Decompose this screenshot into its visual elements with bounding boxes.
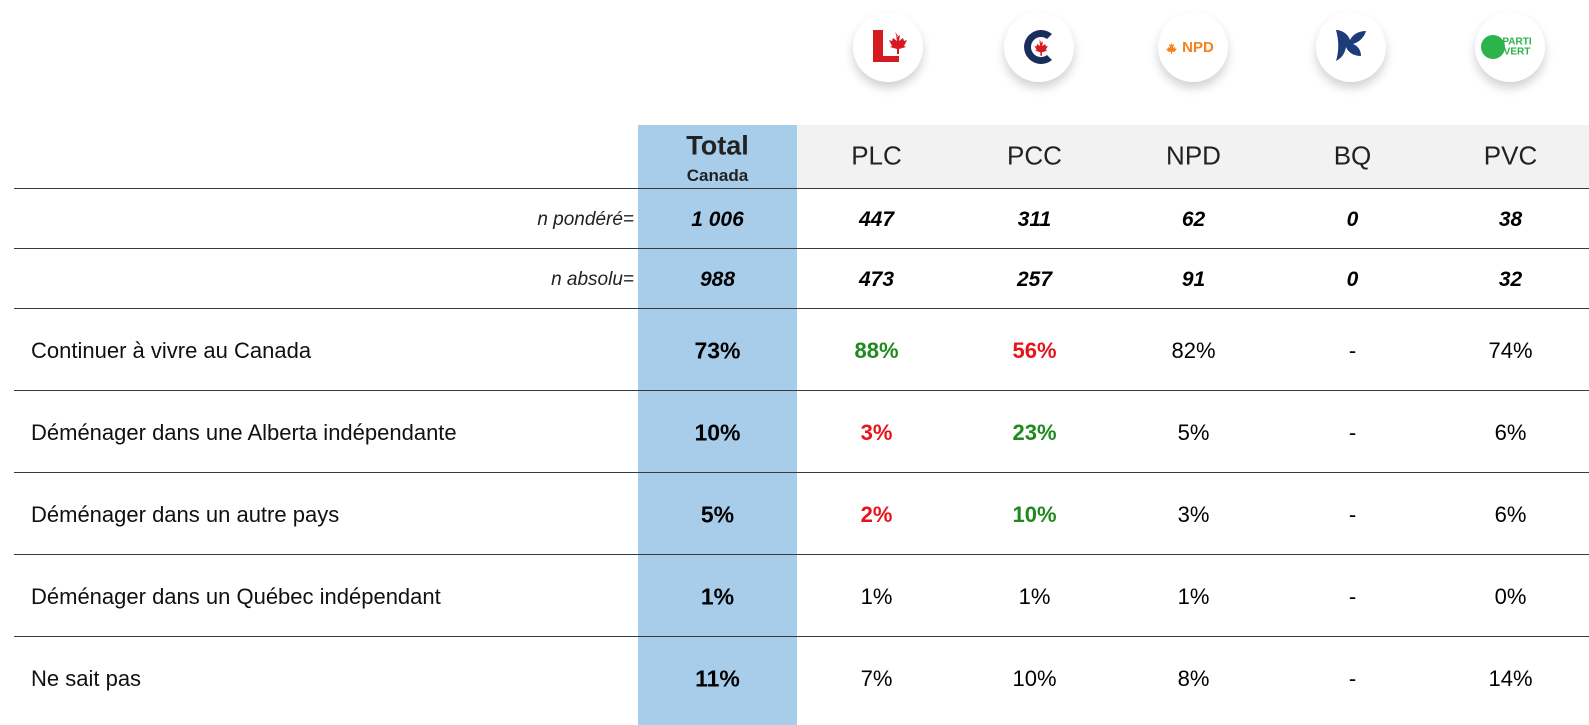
count-cell: 0 — [1346, 268, 1359, 291]
row-cell: 1% — [860, 584, 893, 609]
count-total: 1 006 — [691, 208, 744, 231]
row-cell: - — [1348, 584, 1357, 609]
row-divider — [14, 472, 1589, 473]
party-header: BQ — [1333, 140, 1372, 171]
pvc-logo-text: VERT — [1504, 47, 1531, 58]
row-cell: 88% — [854, 338, 899, 363]
row-cell: 10% — [1012, 666, 1057, 691]
row-cell: 3% — [1177, 502, 1210, 527]
total-subheader: Canada — [686, 166, 749, 185]
pvc-logo-text: PARTI — [1502, 37, 1531, 48]
logo-bq — [1316, 12, 1386, 82]
row-total: 11% — [695, 665, 740, 692]
row-cell: 23% — [1012, 420, 1057, 445]
row-cell: - — [1348, 666, 1357, 691]
count-cell: 473 — [858, 268, 895, 291]
count-total: 988 — [699, 268, 736, 291]
logo-pvc: PARTI VERT — [1475, 12, 1545, 82]
row-label: Déménager dans une Alberta indépendante — [31, 420, 457, 445]
party-header: PCC — [1007, 140, 1062, 171]
count-cell: 62 — [1181, 208, 1206, 231]
row-cell: - — [1348, 420, 1357, 445]
total-column-bg — [638, 125, 797, 725]
row-cell: 74% — [1488, 338, 1533, 363]
row-cell: 8% — [1177, 666, 1210, 691]
party-header: PVC — [1483, 140, 1538, 171]
row-divider — [14, 308, 1589, 309]
count-label: n absolu= — [551, 269, 634, 290]
row-total: 1% — [700, 583, 735, 610]
row-cell: 7% — [860, 666, 893, 691]
row-cell: 1% — [1177, 584, 1210, 609]
count-cell: 91 — [1181, 268, 1206, 291]
row-total: 73% — [694, 337, 741, 364]
row-cell: 5% — [1177, 420, 1210, 445]
row-cell: 10% — [1012, 502, 1057, 527]
header-bg — [797, 125, 1589, 188]
row-cell: 0% — [1494, 584, 1527, 609]
row-cell: 3% — [860, 420, 893, 445]
count-cell: 257 — [1016, 268, 1053, 291]
row-cell: 56% — [1012, 338, 1057, 363]
row-label: Ne sait pas — [31, 666, 142, 691]
logo-npd: NPD — [1158, 12, 1228, 82]
row-divider — [14, 390, 1589, 391]
row-cell: 6% — [1494, 502, 1527, 527]
npd-logo-text: NPD — [1182, 39, 1214, 56]
total-header: Total — [686, 130, 749, 161]
row-divider — [14, 636, 1589, 637]
row-divider — [14, 248, 1589, 249]
row-label: Déménager dans un autre pays — [31, 502, 340, 527]
row-cell: - — [1348, 502, 1357, 527]
row-cell: 82% — [1171, 338, 1216, 363]
count-cell: 447 — [858, 208, 895, 231]
logo-plc — [853, 12, 923, 82]
row-label: Continuer à vivre au Canada — [31, 338, 312, 363]
logo-pcc — [1004, 12, 1074, 82]
row-cell: 2% — [860, 502, 893, 527]
party-header: PLC — [851, 140, 902, 171]
row-cell: 6% — [1494, 420, 1527, 445]
count-label: n pondéré= — [537, 209, 634, 230]
count-cell: 0 — [1346, 208, 1359, 231]
count-cell: 311 — [1017, 208, 1052, 231]
count-cell: 38 — [1498, 208, 1523, 231]
row-divider — [14, 188, 1589, 189]
row-divider — [14, 554, 1589, 555]
count-cell: 32 — [1498, 268, 1523, 291]
row-cell: - — [1348, 338, 1357, 363]
row-cell: 1% — [1018, 584, 1051, 609]
row-total: 10% — [694, 419, 741, 446]
party-header: NPD — [1166, 140, 1221, 171]
row-cell: 14% — [1488, 666, 1533, 691]
row-total: 5% — [700, 501, 735, 528]
row-label: Déménager dans un Québec indépendant — [31, 584, 441, 609]
